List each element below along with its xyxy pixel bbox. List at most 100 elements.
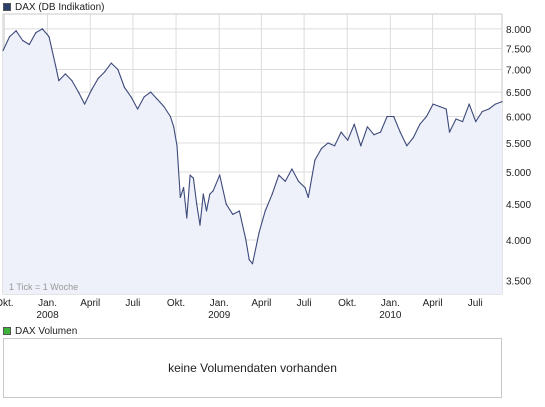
data-point [232, 213, 234, 216]
data-point [182, 187, 185, 189]
data-point [245, 239, 247, 241]
volume-message: keine Volumendaten vorhanden [168, 361, 337, 375]
data-point [104, 71, 106, 73]
data-point [291, 168, 293, 170]
y-tick-label: 8.000 [506, 25, 531, 36]
data-point [189, 174, 191, 176]
data-point [54, 64, 57, 66]
data-point [41, 28, 43, 30]
x-tick-label: Juli [297, 298, 312, 309]
data-point [264, 210, 266, 212]
data-point [462, 121, 464, 123]
x-tick-label: Jan. [381, 298, 400, 309]
data-point [123, 86, 126, 89]
data-point [258, 231, 260, 234]
data-point [186, 217, 188, 219]
data-point [406, 145, 408, 147]
data-point [199, 224, 201, 226]
x-tick-label: Juli [468, 298, 483, 309]
data-point [150, 91, 152, 93]
data-point [340, 131, 342, 133]
data-point [360, 145, 362, 147]
x-tick-label: Okt. [167, 298, 185, 309]
data-point [2, 49, 4, 52]
data-point [156, 98, 158, 100]
data-point [419, 123, 421, 125]
data-point [425, 115, 428, 118]
series-area-fill [3, 28, 502, 295]
y-tick-label: 7.000 [506, 66, 531, 77]
data-point [202, 193, 204, 195]
data-point [48, 35, 50, 38]
data-point [77, 91, 80, 93]
data-point [130, 96, 132, 98]
data-point [71, 80, 73, 82]
y-tick-label: 6.000 [506, 112, 531, 123]
data-point [271, 193, 273, 195]
data-point [314, 159, 316, 161]
x-tick-label: Juli [125, 298, 140, 309]
volume-panel: keine Volumendaten vorhanden [3, 338, 502, 398]
data-point [488, 108, 490, 110]
data-point [8, 35, 11, 38]
data-point [64, 73, 66, 75]
data-point [212, 190, 214, 192]
data-point [439, 105, 441, 108]
volume-legend: DAX Volumen [3, 325, 77, 337]
x-year-label: 2008 [36, 310, 59, 321]
data-point [393, 115, 395, 118]
price-legend: DAX (DB Indikation) [3, 1, 104, 13]
data-point [366, 126, 369, 128]
data-point [136, 108, 139, 110]
x-tick-label: Jan. [210, 298, 229, 309]
data-point [333, 145, 336, 147]
data-point [58, 80, 60, 82]
data-point [15, 30, 17, 32]
data-point [448, 131, 451, 133]
data-point [501, 101, 503, 103]
x-tick-label: April [423, 298, 443, 309]
data-point [248, 259, 250, 261]
data-point [304, 187, 306, 189]
data-point [455, 118, 457, 120]
data-point [494, 103, 497, 105]
data-point [386, 115, 388, 118]
data-point [320, 147, 323, 150]
data-point [169, 115, 172, 118]
price-legend-swatch [3, 3, 11, 11]
data-point [297, 180, 300, 182]
data-point [353, 123, 355, 125]
y-tick-label: 5.000 [506, 168, 531, 179]
x-tick-label: Okt. [0, 298, 14, 309]
x-year-label: 2009 [208, 310, 231, 321]
data-point [117, 68, 119, 71]
data-point [278, 174, 280, 176]
data-point [412, 136, 414, 139]
y-tick-label: 5.500 [506, 139, 531, 150]
data-point [196, 203, 198, 205]
data-point [22, 39, 24, 42]
data-point [307, 196, 309, 199]
data-point [97, 77, 99, 79]
y-tick-label: 3.500 [506, 277, 531, 288]
data-point [379, 131, 382, 133]
x-year-label: 2010 [379, 310, 402, 321]
price-chart: 8.000 7.500 7.000 6.500 6.000 5.500 5.000 4.500… [0, 13, 531, 321]
y-tick-label: 6.500 [506, 88, 531, 99]
data-point [209, 193, 211, 195]
data-point [284, 180, 286, 182]
data-point [238, 210, 240, 212]
x-tick-label: Okt. [338, 298, 356, 309]
data-point [205, 210, 208, 212]
data-point [163, 105, 165, 108]
data-point [28, 43, 30, 46]
data-point [173, 126, 175, 128]
x-tick-label: Jan. [38, 298, 57, 309]
data-point [399, 131, 401, 133]
data-point [251, 263, 254, 265]
price-legend-label: DAX (DB Indikation) [15, 1, 105, 13]
data-point [445, 108, 447, 110]
y-tick-label: 4.500 [506, 200, 531, 211]
data-point [176, 145, 178, 147]
data-point [219, 174, 221, 176]
